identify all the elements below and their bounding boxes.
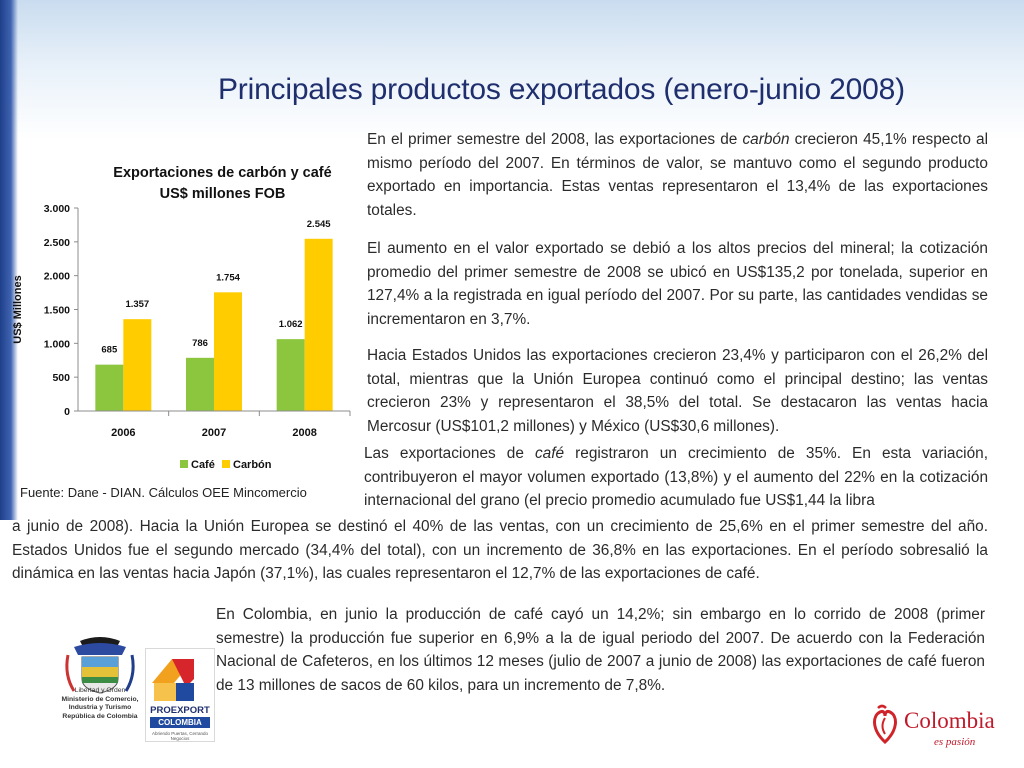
- p4-text-before: Las exportaciones de: [364, 445, 535, 462]
- source-note: Fuente: Dane - DIAN. Cálculos OEE Mincom…: [20, 485, 307, 500]
- p4-emphasis: café: [534, 445, 565, 462]
- ministry-line-3: Industria y Turismo: [68, 704, 132, 711]
- bar-café-2006: [95, 364, 124, 411]
- colombia-heart-icon: [873, 704, 897, 745]
- legend-swatch-café: [180, 460, 188, 468]
- data-label: 1.754: [216, 272, 240, 283]
- bar-chart: 0 500 1.000 1.500 2.000 2.500 3.000 US$ Millone…: [12, 203, 351, 471]
- colombia-brand-logo: Colombia es pasión: [870, 700, 1010, 756]
- paragraph-cafe-production: En Colombia, en junio la producción de c…: [216, 603, 985, 697]
- bar-café-2008: [276, 339, 305, 411]
- ministry-logo: Libertad y Orden Ministerio de Comercio,…: [60, 635, 140, 745]
- paragraph-carbon-destinations: Hacia Estados Unidos las exportaciones c…: [367, 344, 988, 438]
- proexport-mark-icon: [152, 659, 194, 701]
- chart-title-line-1: Exportaciones de carbón y café: [113, 165, 332, 181]
- x-axis: 2006 2007 2008: [78, 410, 351, 439]
- x-tick-label: 2008: [292, 427, 316, 439]
- proexport-country: COLOMBIA: [150, 717, 210, 728]
- y-tick-label: 500: [52, 372, 70, 384]
- paragraph-cafe-growth: Las exportaciones de café registraron un…: [364, 442, 988, 513]
- y-tick-label: 0: [64, 406, 70, 418]
- paragraph-carbon-price: El aumento en el valor exportado se debi…: [367, 237, 988, 331]
- y-tick-label: 2.000: [44, 271, 70, 283]
- ministry-line-2: Ministerio de Comercio,: [61, 695, 139, 703]
- bar-carbón-2008: [304, 238, 333, 411]
- bars: 685 1.357 786 1.754 1.062 2.545: [95, 219, 333, 411]
- coat-of-arms-icon: [65, 637, 135, 694]
- data-label: 1.357: [125, 299, 149, 310]
- y-tick-label: 2.500: [44, 237, 70, 249]
- paragraph-carbon-growth: En el primer semestre del 2008, las expo…: [367, 128, 988, 222]
- data-label: 2.545: [307, 219, 331, 230]
- x-tick-label: 2007: [202, 427, 226, 439]
- bar-carbón-2006: [123, 319, 152, 411]
- legend: Café Carbón: [180, 459, 272, 471]
- y-tick-label: 3.000: [44, 203, 70, 215]
- proexport-tagline: Abriendo Puertas, Cerrando Negocios: [151, 731, 209, 741]
- proexport-name: PROEXPORT: [150, 705, 210, 716]
- page-title: Principales productos exportados (enero-…: [218, 73, 905, 106]
- brand-name: Colombia: [904, 708, 995, 733]
- legend-swatch-carbón: [222, 460, 230, 468]
- ministry-line-1: Libertad y Orden: [74, 687, 126, 694]
- proexport-logo: PROEXPORT COLOMBIA Abriendo Puertas, Cer…: [145, 648, 215, 742]
- data-label: 786: [192, 338, 208, 349]
- chart-title: Exportaciones de carbón y café US$ millo…: [90, 163, 355, 205]
- legend-label: Café: [191, 459, 215, 471]
- paragraph-cafe-destinations: a junio de 2008). Hacia la Unión Europea…: [12, 515, 988, 586]
- p1-emphasis: carbón: [742, 131, 790, 148]
- p3-text: Hacia Estados Unidos las exportaciones c…: [367, 347, 988, 435]
- header-background: [0, 0, 1024, 140]
- legend-label: Carbón: [233, 459, 272, 471]
- y-axis-label: US$ Millones: [12, 275, 24, 343]
- y-tick-label: 1.500: [44, 305, 70, 317]
- bar-carbón-2007: [214, 292, 242, 411]
- p2-text: El aumento en el valor exportado se debi…: [367, 240, 988, 328]
- y-tick-label: 1.000: [44, 338, 70, 350]
- p5-text: En Colombia, en junio la producción de c…: [216, 606, 985, 694]
- left-accent-band: [0, 0, 18, 520]
- chart-title-line-2: US$ millones FOB: [159, 186, 286, 202]
- ministry-line-4: República de Colombia: [62, 712, 138, 720]
- x-tick-label: 2006: [111, 427, 135, 439]
- p1-text-after: crecieron 45,1% respecto al mismo períod…: [367, 131, 988, 219]
- p4-cont-text: a junio de 2008). Hacia la Unión Europea…: [12, 518, 988, 582]
- data-label: 685: [101, 345, 118, 356]
- p4-text-after: registraron un crecimiento de 35%. En es…: [364, 445, 988, 509]
- brand-tagline: es pasión: [934, 736, 976, 748]
- data-label: 1.062: [279, 319, 303, 330]
- y-axis: 0 500 1.000 1.500 2.000 2.500 3.000 US$ Millone…: [12, 203, 79, 418]
- p1-text-before: En el primer semestre del 2008, las expo…: [367, 131, 743, 148]
- bar-café-2007: [186, 357, 214, 411]
